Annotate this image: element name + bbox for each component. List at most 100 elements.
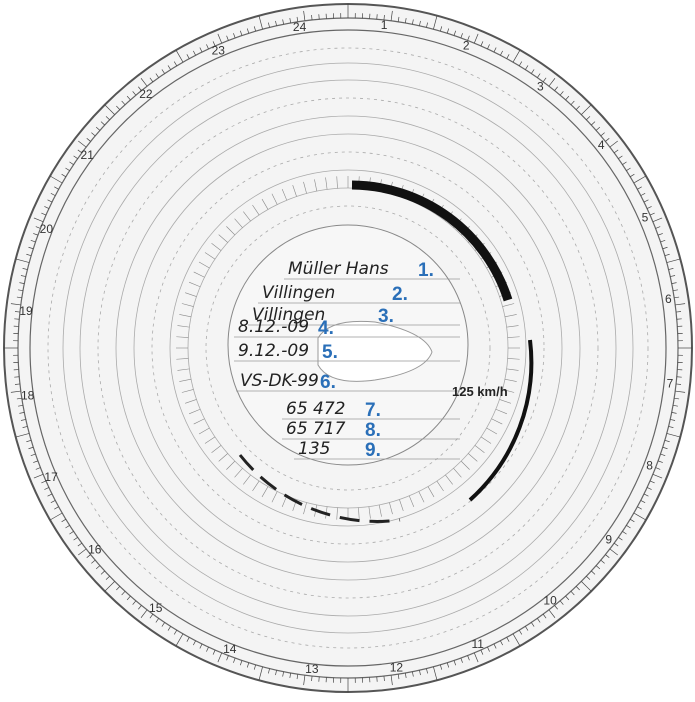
minute-tick [622,531,627,535]
hour-label: 19 [19,304,33,318]
minute-tick [666,258,681,263]
hour-label: 5 [642,210,649,224]
minute-tick [246,28,250,34]
minute-tick [500,640,503,646]
minute-tick [33,233,39,236]
minute-tick [26,440,32,443]
minute-tick [47,199,53,203]
minute-tick [35,226,41,229]
minute-tick [664,253,670,256]
hour-label: 6 [665,292,672,306]
hour-label: 10 [543,593,557,607]
minute-tick [116,586,121,591]
minute-tick [600,559,605,564]
minute-tick [674,296,680,299]
minute-tick [649,480,655,484]
radial-tick [303,502,307,515]
minute-tick [668,268,674,270]
minute-tick [175,633,184,647]
minute-tick [531,622,535,627]
minute-tick [258,15,263,30]
minute-tick [581,104,592,115]
minute-tick [275,670,277,676]
minute-tick [175,49,184,63]
handwritten-entry: Müller Hans [288,259,389,279]
minute-tick [675,390,686,393]
minute-tick [600,132,605,137]
minute-tick [212,41,216,47]
minute-tick [149,613,154,619]
radial-tick [474,445,485,453]
minute-tick [268,668,270,674]
minute-tick [100,570,105,575]
radial-tick [399,499,404,511]
minute-tick [149,77,154,83]
radial-tick [218,453,228,462]
radial-tick [188,408,201,415]
minute-tick [49,175,63,184]
minute-tick [44,206,50,209]
ring [151,151,545,545]
minute-tick [671,412,677,414]
radial-tick [218,234,228,243]
hour-label: 4 [598,138,605,152]
radial-tick [495,408,508,415]
minute-tick [506,54,510,59]
minute-tick [649,212,655,216]
radial-tick [281,188,288,201]
minute-tick [186,54,190,59]
radial-tick [506,368,519,371]
minute-tick [246,662,250,668]
minute-tick [440,664,443,670]
minute-tick [487,44,490,50]
minute-tick [30,239,36,243]
radial-tick [234,468,243,478]
minute-tick [640,193,646,196]
entry-marker: 1. [418,260,434,281]
hour-label: 2 [463,39,470,53]
minute-tick [16,296,22,299]
minute-tick [446,662,450,668]
minute-tick [404,18,407,24]
minute-tick [33,473,44,479]
minute-tick [61,518,67,523]
minute-tick [643,199,649,203]
minute-tick [41,212,47,216]
minute-tick [10,390,21,393]
minute-tick [542,77,547,83]
minute-tick [193,50,196,56]
hour-label: 9 [605,532,612,546]
minute-tick [100,121,105,126]
entry-marker: 9. [365,440,381,461]
ring [79,79,617,617]
radial-tick [325,177,328,190]
radial-tick [252,480,260,492]
minute-tick [525,65,529,70]
radial-tick [281,495,288,508]
minute-tick [383,676,385,682]
handwritten-entry: VS-DK-99 [240,371,319,391]
minute-tick [548,78,556,87]
minute-tick [289,18,292,24]
minute-tick [33,217,44,223]
minute-tick [104,104,115,115]
minute-tick [138,605,142,610]
entry-marker: 7. [365,400,381,421]
minute-tick [652,473,663,479]
radial-tick [181,303,194,307]
hour-label: 11 [471,637,484,651]
minute-tick [672,289,678,292]
minute-tick [303,675,306,686]
minute-tick [646,206,652,209]
minute-tick [676,383,682,385]
minute-tick [311,676,313,682]
minute-tick [19,282,25,284]
radial-tick [468,453,478,462]
minute-tick [126,95,131,101]
radial-tick [226,226,236,236]
radial-tick [271,193,278,205]
minute-tick [15,433,30,438]
minute-tick [565,595,570,601]
radial-tick [292,185,297,197]
